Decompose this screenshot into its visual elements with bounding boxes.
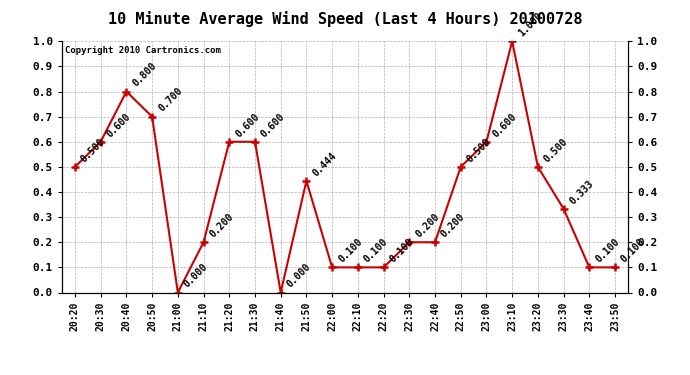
- Text: 0.100: 0.100: [388, 237, 415, 265]
- Text: 0.200: 0.200: [439, 211, 467, 240]
- Text: Copyright 2010 Cartronics.com: Copyright 2010 Cartronics.com: [65, 46, 221, 55]
- Text: 0.700: 0.700: [156, 86, 184, 114]
- Text: 0.200: 0.200: [413, 211, 442, 240]
- Text: 0.333: 0.333: [568, 178, 595, 206]
- Text: 0.000: 0.000: [182, 262, 210, 290]
- Text: 0.200: 0.200: [208, 211, 235, 240]
- Text: 0.600: 0.600: [233, 111, 262, 139]
- Text: 0.100: 0.100: [336, 237, 364, 265]
- Text: 0.100: 0.100: [593, 237, 621, 265]
- Text: 0.100: 0.100: [362, 237, 390, 265]
- Text: 0.600: 0.600: [105, 111, 132, 139]
- Text: 0.500: 0.500: [79, 136, 107, 164]
- Text: 10 Minute Average Wind Speed (Last 4 Hours) 20100728: 10 Minute Average Wind Speed (Last 4 Hou…: [108, 11, 582, 27]
- Text: 0.500: 0.500: [465, 136, 493, 164]
- Text: 0.500: 0.500: [542, 136, 570, 164]
- Text: 1.000: 1.000: [516, 10, 544, 39]
- Text: 0.444: 0.444: [310, 150, 338, 178]
- Text: 0.100: 0.100: [619, 237, 647, 265]
- Text: 0.800: 0.800: [130, 61, 159, 89]
- Text: 0.600: 0.600: [259, 111, 287, 139]
- Text: 0.000: 0.000: [285, 262, 313, 290]
- Text: 0.600: 0.600: [491, 111, 518, 139]
